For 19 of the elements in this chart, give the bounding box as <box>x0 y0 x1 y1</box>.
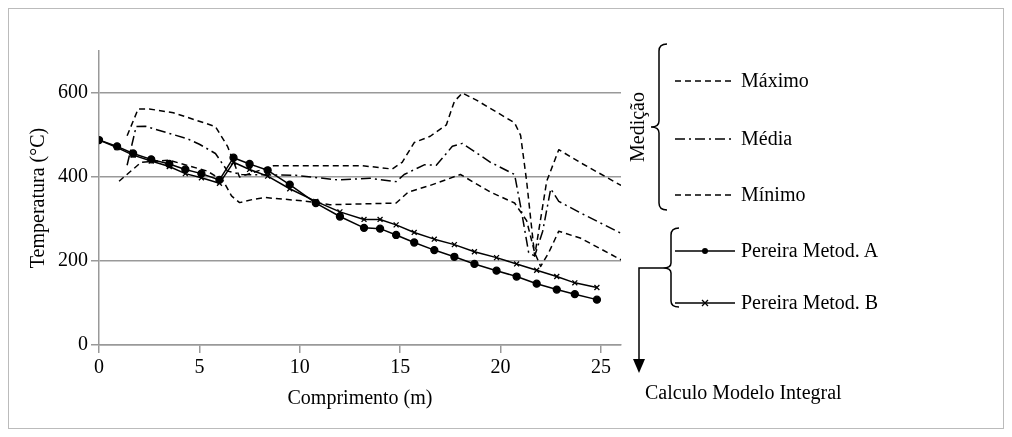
x-tick-label: 25 <box>590 355 611 378</box>
y-tick-label: 600 <box>58 80 88 103</box>
legend-label: Pereira Metod. A <box>741 239 879 262</box>
x-tick-label: 10 <box>289 355 310 378</box>
text: Calculo Modelo Integral <box>645 381 842 404</box>
x-tick-label: 20 <box>490 355 511 378</box>
legend-label: Máximo <box>741 69 809 92</box>
legend-title: Medição <box>625 92 649 162</box>
y-tick-label: 200 <box>58 248 88 271</box>
legend-label: Média <box>741 127 793 150</box>
y-tick-label: 0 <box>78 332 88 355</box>
y-tick-label: 400 <box>58 164 88 187</box>
x-tick-label: 15 <box>390 355 411 378</box>
legend-label: Pereira Metod. B <box>741 291 879 314</box>
x-axis-title: Comprimento (m) <box>287 386 433 410</box>
y-axis-title: Temperatura (°C) <box>26 127 50 269</box>
x-tick-label: 5 <box>194 355 205 378</box>
x-tick-label: 0 <box>94 355 104 378</box>
legend-label: Mínimo <box>741 183 806 206</box>
